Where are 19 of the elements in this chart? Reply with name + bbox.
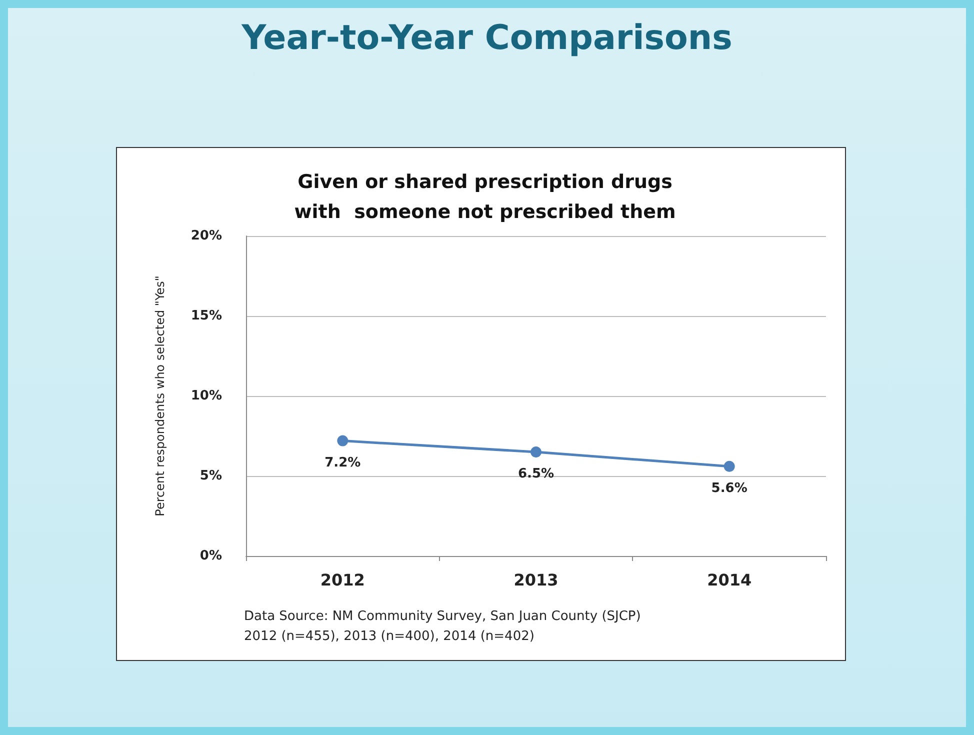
x-tick-label: 2014 <box>707 570 752 590</box>
y-tick-label: 10% <box>190 388 222 404</box>
x-tick-label: 2013 <box>514 570 558 590</box>
y-tick-label: 15% <box>190 308 222 324</box>
y-tick-label: 5% <box>200 468 222 484</box>
x-tick-label: 2012 <box>320 570 365 590</box>
chart-subtitle: Given or shared prescription drugs with someone not prescribed them <box>294 171 676 223</box>
chart-title: Year-to-Year Comparisons <box>240 18 732 58</box>
y-axis-title: Percent respondents who selected "Yes" <box>153 276 167 516</box>
y-tick-label: 0% <box>200 548 222 564</box>
data-label: 7.2% <box>324 455 361 470</box>
point <box>724 460 735 472</box>
data-label: 6.5% <box>518 466 554 482</box>
source-note: Data Source: NM Community Survey, San Juan County (SJCP) <box>244 609 641 624</box>
data-label: 5.6% <box>711 480 748 496</box>
text: 2012 (n=455), 2013 (n=400), 2014 (n=402) <box>244 629 534 644</box>
y-tick-label: 20% <box>190 228 222 244</box>
point <box>337 435 348 446</box>
point <box>530 446 542 458</box>
